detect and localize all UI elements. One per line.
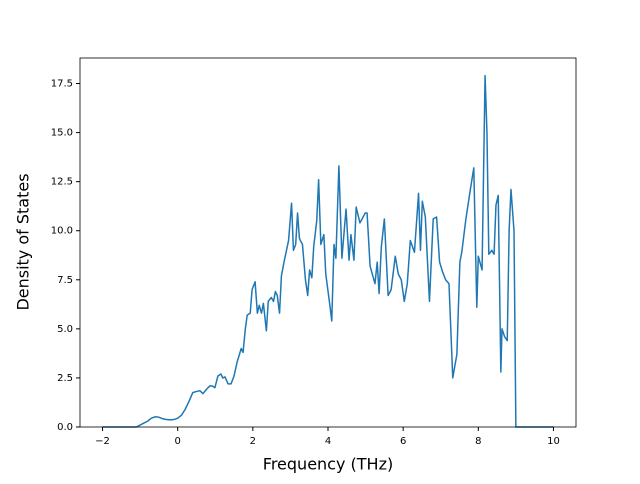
x-axis-label: Frequency (THz) [263,455,393,474]
x-tick-label: 2 [250,436,256,447]
y-tick-label: 7.5 [57,275,73,286]
y-tick-label: 2.5 [57,373,73,384]
y-tick-label: 17.5 [51,79,73,90]
y-tick-label: 10.0 [51,226,73,237]
plot-frame [79,57,577,428]
x-tick-label: 10 [547,436,560,447]
y-tick-label: 5.0 [57,324,73,335]
y-tick-label: 12.5 [51,177,73,188]
x-tick-label: 0 [175,436,181,447]
x-tick-label: 4 [325,436,331,447]
data-line [102,74,554,428]
y-tick-label: 0.0 [57,422,73,433]
x-tick-label: 6 [400,436,406,447]
y-axis-label: Density of States [14,173,33,310]
x-tick-label: 8 [475,436,481,447]
x-tick-label: −2 [95,436,110,447]
y-tick-label: 15.0 [51,128,73,139]
